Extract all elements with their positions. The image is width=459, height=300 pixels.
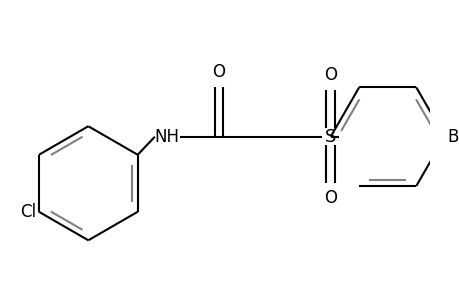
Text: O: O	[324, 189, 336, 207]
Text: Cl: Cl	[20, 203, 36, 221]
Text: Br: Br	[446, 128, 459, 146]
Text: NH: NH	[154, 128, 179, 146]
Text: O: O	[324, 66, 336, 84]
Text: S: S	[325, 128, 336, 146]
Text: O: O	[212, 63, 225, 81]
